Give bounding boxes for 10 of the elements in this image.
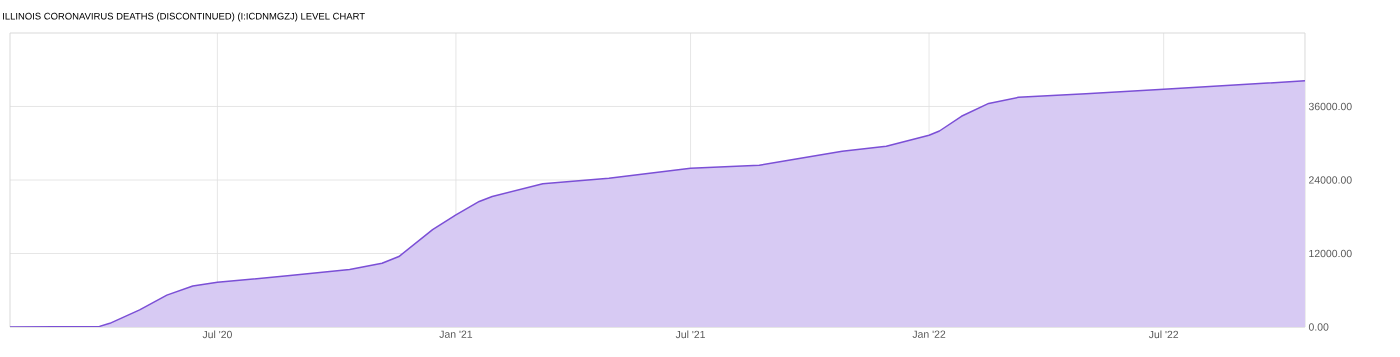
x-tick-label: Jan '21 <box>439 330 473 338</box>
x-tick-label: Jul '22 <box>1148 330 1179 339</box>
x-tick-label: Jan '22 <box>912 330 946 338</box>
x-tick-label: Jul '21 <box>675 330 705 339</box>
y-tick-label: 12000.00 <box>1309 249 1352 258</box>
y-tick-label: 0.00 <box>1308 323 1329 331</box>
chart-title: ILLINOIS CORONAVIRUS DEATHS (DISCONTINUED) (I:ICDNMGZJ) LEVEL CHART <box>3 12 365 22</box>
y-tick-label: 24000.00 <box>1309 176 1352 184</box>
x-tick-label: Jul '20 <box>202 330 232 339</box>
y-tick-label: 36000.00 <box>1308 102 1352 111</box>
